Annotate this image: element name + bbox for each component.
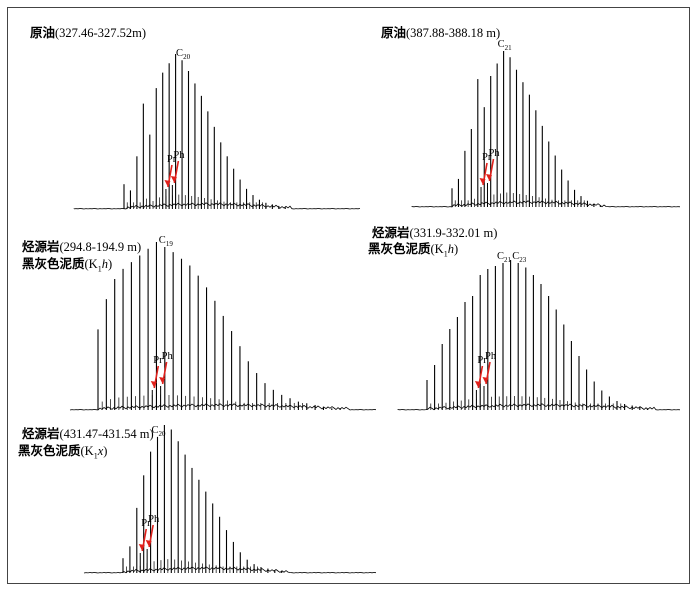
panel-2-marker-label-pr: Pr (482, 152, 492, 163)
panel-3-arrowhead-pr (150, 381, 157, 388)
panel-4-label-c23: C23 (512, 251, 527, 264)
panel-3-marker-label-pr: Pr (153, 355, 163, 366)
panel-2-arrowhead-pr (479, 178, 486, 185)
panel-3-label-c19: C19 (159, 235, 174, 248)
panel-3-title-range: (294.8-194.9 m) (59, 240, 142, 254)
panel-4-subtitle: 黑灰色泥质(K1h) (368, 242, 459, 259)
panel-1-label-c20: C20 (176, 48, 191, 61)
panel-1-arrowhead-ph (170, 176, 177, 183)
panel-3-subtitle-cn: 黑灰色泥质 (22, 257, 85, 271)
panel-3-title-cn: 烃源岩 (22, 240, 60, 254)
panel-4-title-range: (331.9-332.01 m) (409, 226, 498, 240)
panel-5-marker-label-ph: Ph (148, 514, 160, 525)
panel-2-marker-label-ph: Ph (488, 148, 500, 159)
panel-3-title: 烃源岩(294.8-194.9 m) (22, 240, 141, 255)
panel-1-baseline (73, 202, 361, 210)
panel-5-arrowhead-pr (138, 544, 145, 551)
panel-5-formation: x (97, 444, 104, 458)
panel-1-title: 原油(327.46-327.52m) (30, 26, 146, 41)
panel-2-title: 原油(387.88-388.18 m) (381, 26, 500, 41)
panel-1-marker-label-pr: Pr (167, 154, 177, 165)
panel-1-arrowhead-pr (164, 180, 171, 187)
panel-1-title-cn: 原油 (30, 26, 56, 40)
panel-4-marker-label-ph: Ph (485, 351, 497, 362)
panel-5-subtitle: 黑灰色泥质(K1x) (18, 444, 108, 461)
panel-2-label-c21: C21 (498, 39, 513, 52)
panel-5-title-cn: 烃源岩 (22, 427, 60, 441)
panel-4-title: 烃源岩(331.9-332.01 m) (372, 226, 497, 241)
panel-4-arrowhead-ph (482, 377, 489, 384)
panel-2-arrowhead-ph (485, 174, 492, 181)
panel-4-title-cn: 烃源岩 (372, 226, 410, 240)
panel-5-subtitle-cn: 黑灰色泥质 (18, 444, 81, 458)
panel-5-marker-label-pr: Pr (141, 518, 151, 529)
panel-4-formation: h (447, 242, 454, 256)
panel-5-label-c20: C20 (152, 425, 167, 438)
panel-3-formation: h (101, 257, 108, 271)
panel-5-title: 烃源岩(431.47-431.54 m) (22, 427, 154, 442)
panel-4-subtitle-cn: 黑灰色泥质 (368, 242, 431, 256)
panel-4-baseline (397, 403, 681, 411)
panel-4-arrowhead-pr (474, 381, 481, 388)
panel-3-marker-label-ph: Ph (162, 351, 174, 362)
panel-2-title-cn: 原油 (381, 26, 407, 40)
panel-1-marker-label-ph: Ph (173, 150, 185, 161)
panel-4-label-c21: C21 (497, 251, 512, 264)
panel-4-marker-label-pr: Pr (477, 355, 487, 366)
panel-2-title-range: (387.88-388.18 m) (406, 26, 501, 40)
panel-3-subtitle: 黑灰色泥质(K1h) (22, 257, 113, 274)
figure-frame (7, 7, 690, 584)
panel-5-arrowhead-ph (145, 540, 152, 547)
panel-3-arrowhead-ph (159, 377, 166, 384)
panel-1-title-range: (327.46-327.52m) (55, 26, 146, 40)
panel-5-title-range: (431.47-431.54 m) (59, 427, 154, 441)
